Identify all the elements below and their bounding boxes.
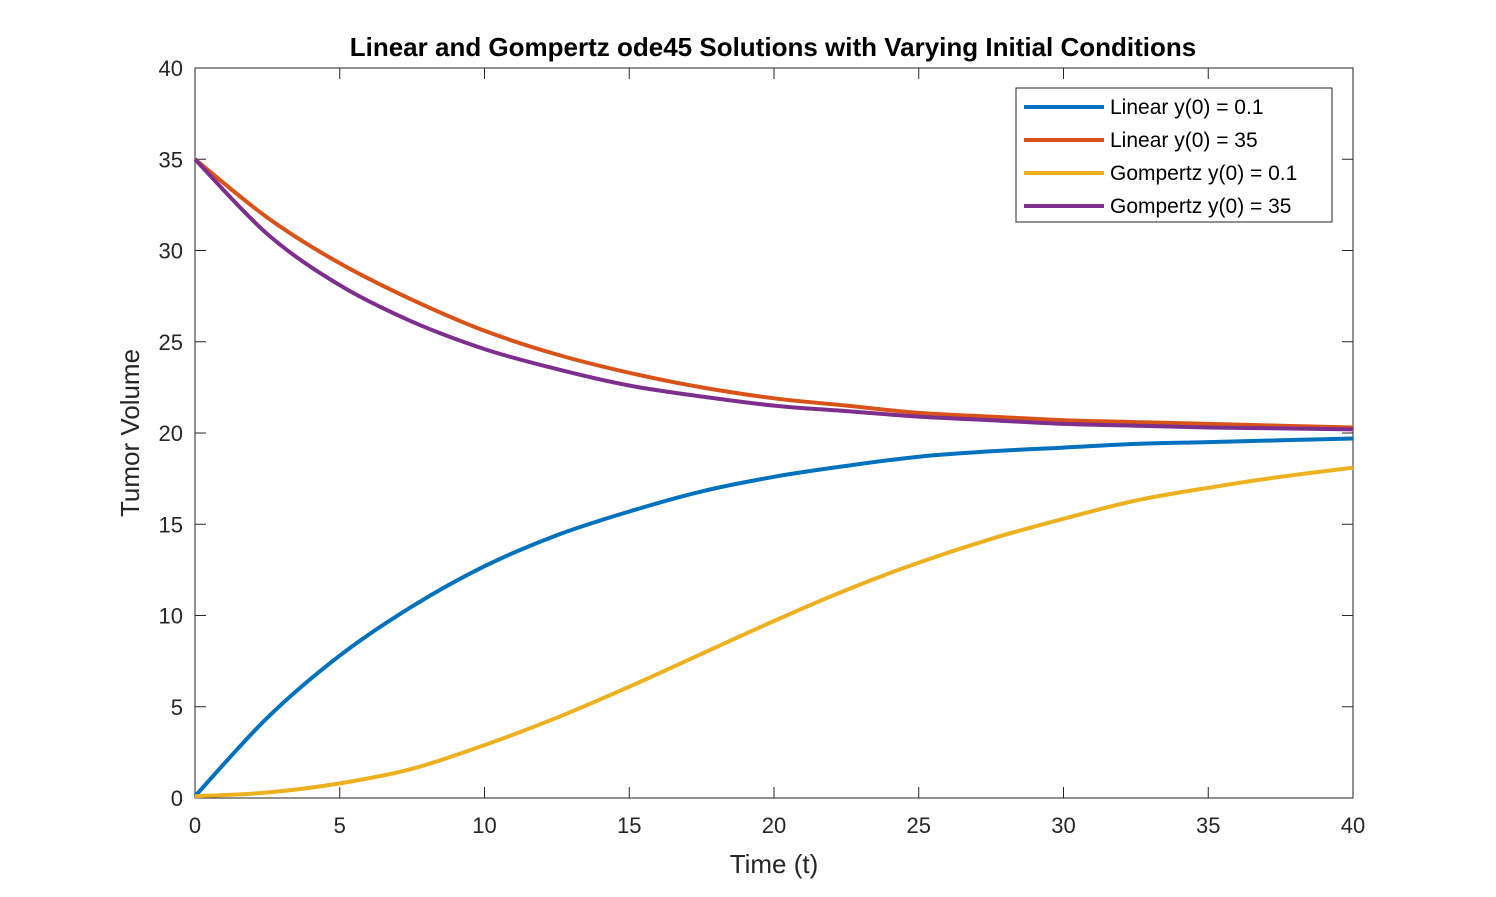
x-tick-label: 10	[472, 813, 496, 838]
y-tick-label: 25	[159, 330, 183, 355]
chart-title: Linear and Gompertz ode45 Solutions with…	[350, 32, 1197, 62]
series-line-2	[194, 465, 1354, 799]
x-tick-label: 30	[1051, 813, 1075, 838]
y-axis-title: Tumor Volume	[115, 349, 145, 517]
y-tick-label: 10	[159, 604, 183, 629]
legend-label: Gompertz y(0) = 0.1	[1110, 162, 1297, 185]
x-tick-label: 35	[1196, 813, 1220, 838]
x-tick-label: 40	[1341, 813, 1365, 838]
y-tick-label: 5	[171, 695, 183, 720]
x-axis-title: Time (t)	[730, 849, 819, 879]
x-tick-label: 5	[334, 813, 346, 838]
y-tick-label: 30	[159, 239, 183, 264]
y-tick-label: 0	[171, 786, 183, 811]
y-tick-label: 35	[159, 147, 183, 172]
legend-label: Linear y(0) = 35	[1110, 129, 1258, 152]
ticks-layer: 0 5 10 15 20 25 30 35 40 0 5 10 15 20 25 30 35 40	[159, 56, 1366, 838]
x-tick-label: 15	[617, 813, 641, 838]
series-line-1	[193, 157, 1354, 430]
lines-layer	[193, 157, 1354, 799]
y-tick-label: 40	[159, 56, 183, 81]
x-tick-label: 25	[907, 813, 931, 838]
series-line-3	[193, 157, 1354, 432]
series-line-0	[193, 436, 1354, 798]
legend: Linear y(0) = 0.1 Linear y(0) = 35 Gompert…	[1015, 87, 1333, 223]
y-tick-label: 20	[159, 421, 183, 446]
legend-label: Linear y(0) = 0.1	[1110, 96, 1264, 119]
legend-box	[1015, 87, 1333, 223]
x-tick-label: 0	[189, 813, 201, 838]
x-tick-label: 20	[762, 813, 786, 838]
legend-label: Gompertz y(0) = 35	[1110, 195, 1291, 218]
y-tick-label: 15	[159, 512, 183, 537]
